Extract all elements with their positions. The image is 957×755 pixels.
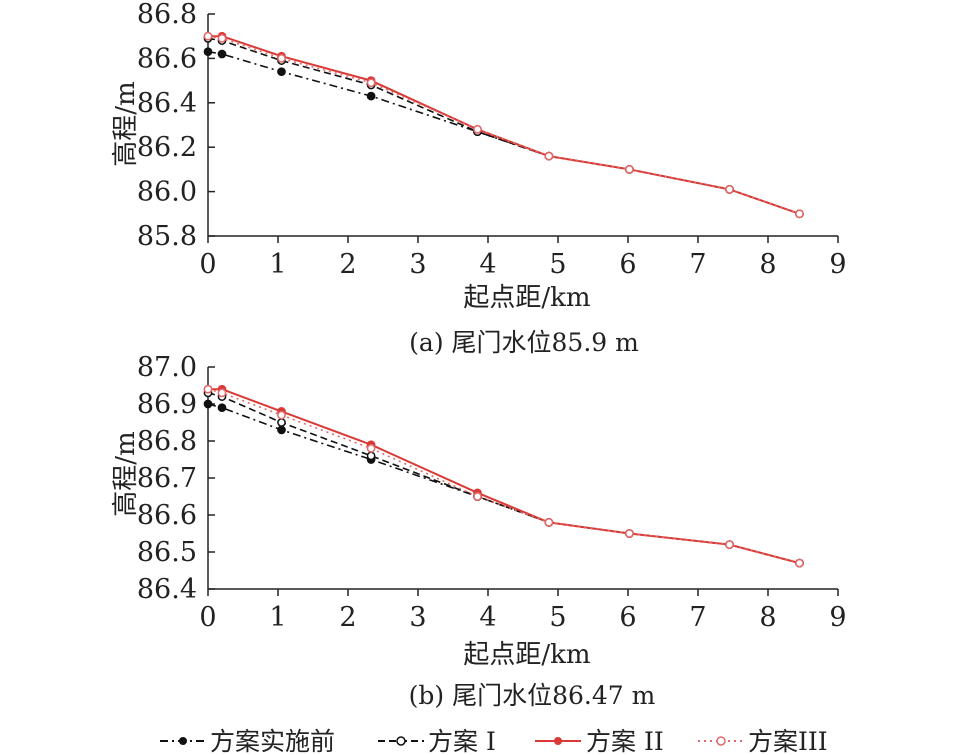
chart-panel-a: (a) 尾门水位85.9 m 起点距/km 高程/m 0 1 2 3 4 5 6 7 8 9 85.…	[111, 0, 847, 357]
data-point	[217, 388, 227, 398]
x-tick-label: 5	[549, 602, 566, 633]
series-line	[207, 403, 800, 564]
y-tick-label: 86.8	[137, 0, 197, 30]
y-tick-label: 86.6	[137, 43, 197, 74]
y-axis-title: 高程/m	[111, 431, 141, 516]
x-tick-label: 9	[829, 602, 846, 633]
legend-label: 方案 II	[586, 727, 664, 755]
data-point	[795, 558, 804, 568]
data-point	[725, 185, 734, 194]
x-tick-label: 6	[619, 249, 636, 280]
data-point	[366, 451, 376, 461]
y-tick-label: 85.8	[137, 221, 197, 252]
data-point	[473, 125, 482, 134]
legend-item: 方案 I	[378, 727, 496, 755]
x-tick-label: 4	[479, 602, 496, 633]
series-line	[207, 388, 800, 564]
data-point	[203, 47, 213, 57]
x-tick-label: 7	[689, 249, 706, 280]
y-tick-label: 86.6	[137, 500, 197, 531]
y-tick-label: 86.5	[137, 537, 197, 568]
data-point	[217, 34, 227, 43]
data-point	[217, 403, 227, 413]
y-tick-label: 86.0	[137, 177, 197, 208]
chart-caption: (b) 尾门水位86.47 m	[409, 681, 656, 710]
x-tick-label: 6	[619, 602, 636, 633]
y-tick-label: 86.4	[137, 88, 197, 119]
data-point	[544, 518, 554, 527]
data-point	[725, 540, 734, 549]
data-point	[277, 425, 286, 435]
data-point	[277, 54, 286, 63]
legend-marker	[396, 736, 406, 746]
data-point	[217, 49, 227, 59]
data-point	[277, 418, 286, 427]
legend-marker	[179, 737, 187, 745]
legend-label: 方案 I	[428, 727, 496, 755]
x-tick-label: 0	[199, 249, 216, 280]
x-tick-label: 1	[269, 249, 286, 280]
legend-item: 方案实施前	[160, 727, 335, 755]
data-point	[473, 492, 482, 501]
chart-caption: (a) 尾门水位85.9 m	[409, 328, 639, 357]
legend-label: 方案III	[748, 727, 828, 755]
data-point	[366, 444, 376, 453]
chart-panel-b: (b) 尾门水位86.47 m 起点距/km 高程/m 0 1 2 3 4 5 6 7 8 9 86…	[111, 352, 847, 710]
series-line	[207, 37, 800, 215]
x-tick-label: 8	[759, 249, 776, 280]
data-point	[277, 410, 286, 420]
y-tick-label: 86.8	[137, 426, 197, 457]
series-line	[207, 35, 800, 215]
legend-marker	[554, 737, 562, 745]
legend-item: 方案III	[698, 727, 828, 755]
data-point	[366, 91, 376, 101]
data-point	[544, 151, 554, 161]
data-point	[203, 399, 213, 409]
x-tick-label: 9	[829, 249, 846, 280]
y-tick-label: 87.0	[137, 352, 197, 383]
data-point	[795, 209, 804, 219]
y-tick-label: 86.9	[137, 389, 197, 420]
x-axis-title: 起点距/km	[463, 283, 590, 313]
legend-label: 方案实施前	[210, 727, 335, 755]
legend: 方案实施前 方案 I 方案 II 方案III	[160, 727, 828, 755]
legend-marker	[716, 736, 726, 746]
series-line	[208, 388, 800, 565]
x-tick-label: 5	[549, 249, 566, 280]
data-point	[277, 67, 286, 77]
y-axis-title: 高程/m	[111, 81, 141, 166]
x-tick-label: 7	[689, 602, 706, 633]
series-line	[207, 392, 800, 564]
data-point	[625, 165, 634, 174]
x-tick-label: 3	[409, 249, 426, 280]
x-tick-label: 4	[479, 249, 496, 280]
data-point	[366, 78, 376, 88]
series-line	[207, 50, 800, 215]
data-point	[625, 529, 634, 538]
x-tick-label: 2	[339, 249, 356, 280]
x-tick-label: 8	[759, 602, 776, 633]
y-tick-label: 86.4	[137, 574, 197, 605]
x-tick-label: 3	[409, 602, 426, 633]
data-point	[203, 384, 213, 394]
data-point	[203, 31, 213, 41]
legend-item: 方案 II	[535, 727, 664, 755]
series-line	[208, 35, 800, 215]
y-tick-label: 86.7	[137, 463, 197, 494]
x-tick-label: 2	[339, 602, 356, 633]
x-axis-title: 起点距/km	[463, 640, 590, 670]
x-tick-label: 1	[269, 602, 286, 633]
y-tick-label: 86.2	[137, 132, 197, 163]
x-tick-label: 0	[199, 602, 216, 633]
